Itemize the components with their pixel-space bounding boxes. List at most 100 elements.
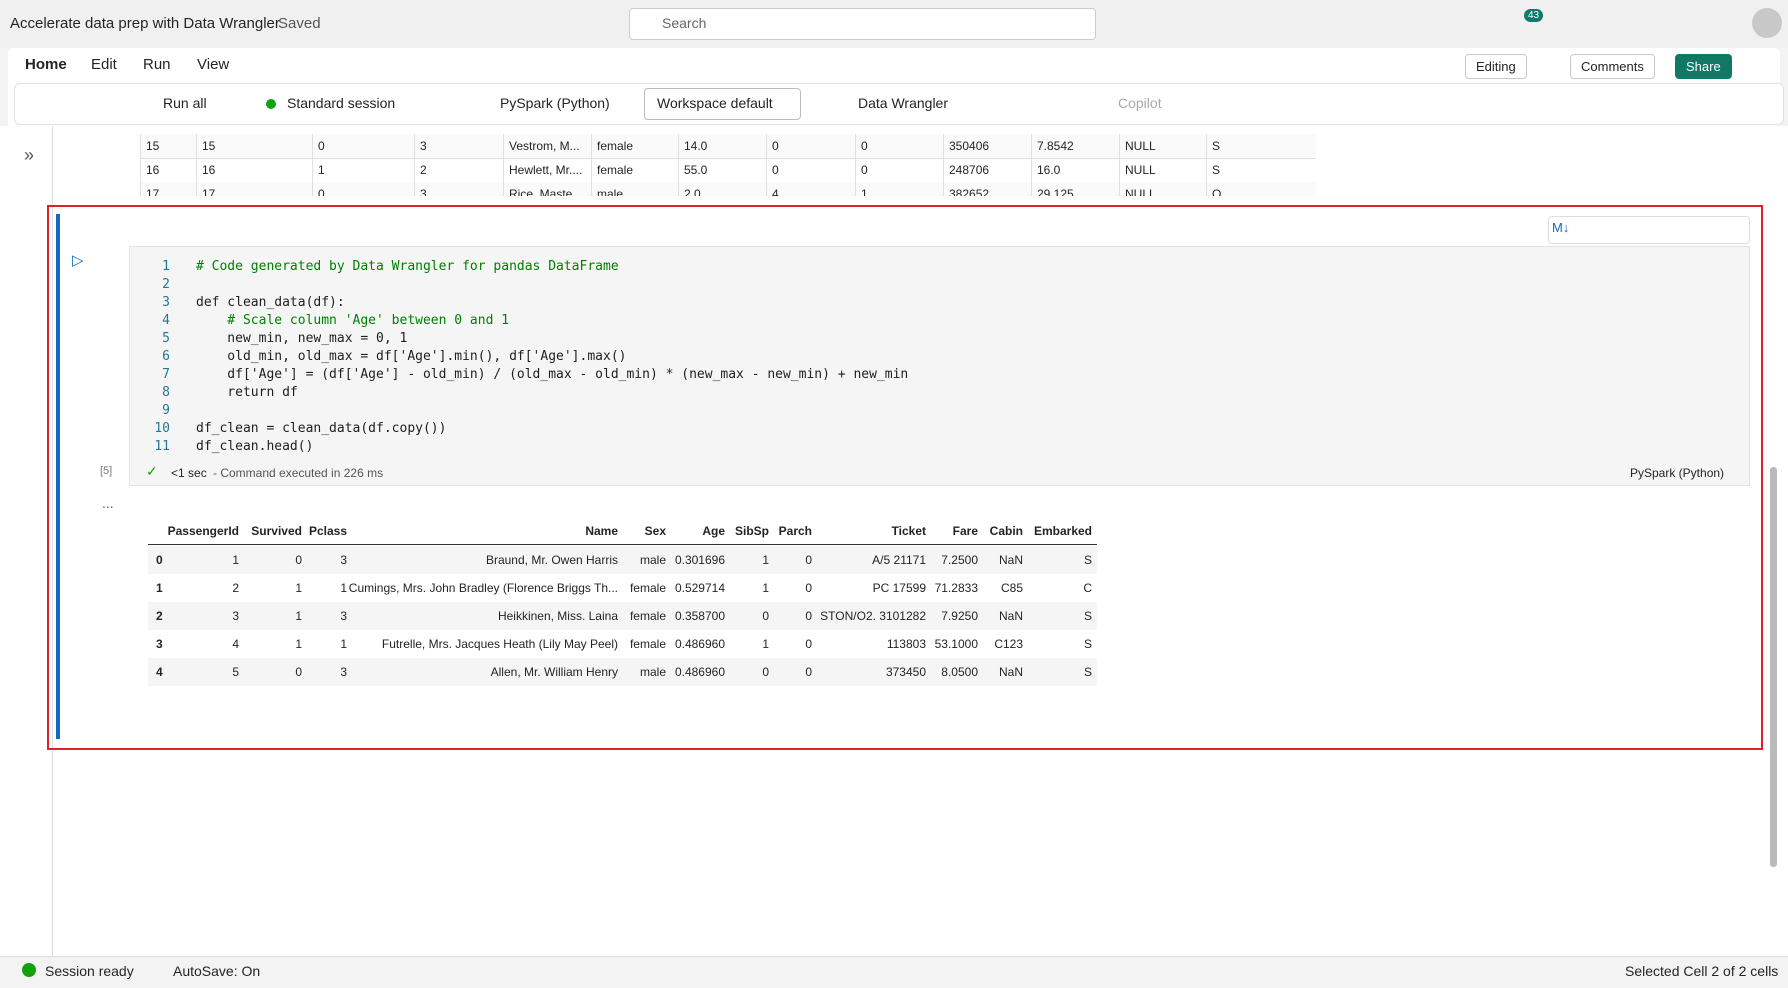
share-button[interactable]: Share (1675, 54, 1732, 79)
comments-button[interactable]: Comments (1570, 54, 1655, 79)
table-cell: 1 (295, 637, 302, 651)
table-cell: Cumings, Mrs. John Bradley (Florence Bri… (348, 581, 618, 595)
save-status[interactable]: Saved (278, 15, 321, 32)
toolbar-button[interactable]: Copilot (1118, 95, 1162, 111)
doc-title[interactable]: Accelerate data prep with Data Wrangler (10, 15, 280, 32)
expand-icon[interactable]: » (24, 145, 35, 165)
workspace-box[interactable] (644, 88, 801, 120)
column-header: Name (585, 524, 618, 538)
table-cell: S (1083, 553, 1092, 567)
prev-cell-text: 2.0 (684, 187, 701, 196)
table-cell: 4 (232, 637, 239, 651)
table-cell: 0.486960 (674, 665, 725, 679)
prev-cell-text: S (1212, 139, 1221, 153)
table-cell: 0.301696 (674, 553, 725, 567)
table-row (148, 658, 1097, 686)
prev-cell-text: 0 (772, 139, 779, 153)
prev-cell (766, 134, 856, 158)
tab[interactable]: Run (143, 56, 171, 73)
toolbar-button[interactable]: Run all (163, 95, 207, 111)
notification-badge[interactable]: 43 (1524, 9, 1544, 22)
toolbar-button[interactable]: Workspace default (657, 95, 773, 111)
table-cell: 8.0500 (941, 665, 978, 679)
prev-cell (414, 158, 504, 182)
table-cell: 3 (340, 665, 347, 679)
table-cell: NaN (998, 553, 1023, 567)
table-cell: 2 (232, 581, 239, 595)
table-cell: 1 (762, 581, 769, 595)
table-cell: female (629, 581, 666, 595)
prev-cell (855, 182, 944, 196)
prev-cell-text: Rice, Maste... (509, 187, 583, 196)
prev-cell-text: 17 (202, 187, 216, 196)
column-header: Age (702, 524, 725, 538)
prev-cell (591, 134, 679, 158)
tab[interactable]: View (197, 56, 230, 73)
prev-cell-text: 0 (772, 163, 779, 177)
session-dot (266, 99, 276, 109)
prev-cell (678, 134, 767, 158)
sidebar-border (52, 126, 53, 956)
table-row (148, 546, 1097, 574)
prev-cell (414, 182, 504, 196)
prev-cell (1119, 134, 1207, 158)
active-cell-bar (56, 214, 60, 739)
code-line: # Scale column 'Age' between 0 and 1 (196, 313, 510, 328)
table-cell: 3 (340, 553, 347, 567)
prev-cell-text: 16 (202, 163, 216, 177)
prev-cell-text: Hewlett, Mr.... (509, 163, 583, 177)
scrollbar (1770, 467, 1777, 867)
table-cell: C (1083, 581, 1092, 595)
prev-cell (1031, 134, 1120, 158)
prev-cell-text: 0 (318, 187, 325, 196)
toolbar-button[interactable]: Data Wrangler (858, 95, 949, 111)
prev-cell-text: 15 (146, 139, 160, 153)
line-number: 3 (162, 295, 170, 310)
prev-cell (678, 158, 767, 182)
prev-cell-text: 4 (772, 187, 779, 196)
tab[interactable]: Home (25, 56, 67, 73)
prev-cell (1119, 182, 1207, 196)
search-box[interactable] (629, 8, 1096, 40)
prev-cell-text: 3 (420, 139, 427, 153)
table-cell: 1 (340, 637, 347, 651)
prev-cell (1031, 182, 1120, 196)
table-cell: Allen, Mr. William Henry (490, 665, 618, 679)
prev-cell-text: 55.0 (684, 163, 708, 177)
code-cell[interactable] (129, 246, 1750, 486)
prev-cell-text: 1 (861, 187, 868, 196)
tab[interactable]: Edit (91, 56, 117, 73)
toolbar-button[interactable]: Standard session (287, 95, 396, 111)
code-line: new_min, new_max = 0, 1 (196, 331, 408, 346)
prev-cell-text: 0 (861, 139, 868, 153)
avatar[interactable] (1752, 8, 1782, 38)
markdown-toggle[interactable]: M↓ (1552, 220, 1570, 235)
table-cell: C85 (1000, 581, 1023, 595)
table-cell: 0 (805, 637, 812, 651)
line-number: 11 (154, 439, 170, 454)
prev-cell-text: male (597, 187, 624, 196)
toolbar-button[interactable]: PySpark (Python) (500, 95, 610, 111)
table-cell: female (629, 637, 666, 651)
code-line: df['Age'] = (df['Age'] - old_min) / (old… (196, 367, 909, 382)
table-cell: 0 (762, 609, 769, 623)
run-cell-icon[interactable]: ▷ (72, 252, 84, 269)
line-number: 4 (162, 313, 170, 328)
prev-cell-text: 350406 (949, 139, 990, 153)
editing-button[interactable]: Editing (1465, 54, 1527, 79)
column-header: Ticket (891, 524, 926, 538)
prev-cell-text: 7.8542 (1037, 139, 1074, 153)
prev-cell (1206, 158, 1316, 182)
prev-cell-text: female (597, 139, 634, 153)
table-cell: Futrelle, Mrs. Jacques Heath (Lily May P… (381, 637, 618, 651)
table-cell: 3 (340, 609, 347, 623)
table-cell: A/5 21171 (872, 553, 926, 567)
toolbar (14, 83, 1784, 125)
cell-language[interactable]: PySpark (Python) (1630, 466, 1725, 480)
search-placeholder: Search (662, 15, 707, 31)
prev-cell (503, 182, 592, 196)
prev-cell-text: 17 (146, 187, 160, 196)
prev-cell (503, 134, 592, 158)
output-menu[interactable]: ... (102, 495, 114, 511)
